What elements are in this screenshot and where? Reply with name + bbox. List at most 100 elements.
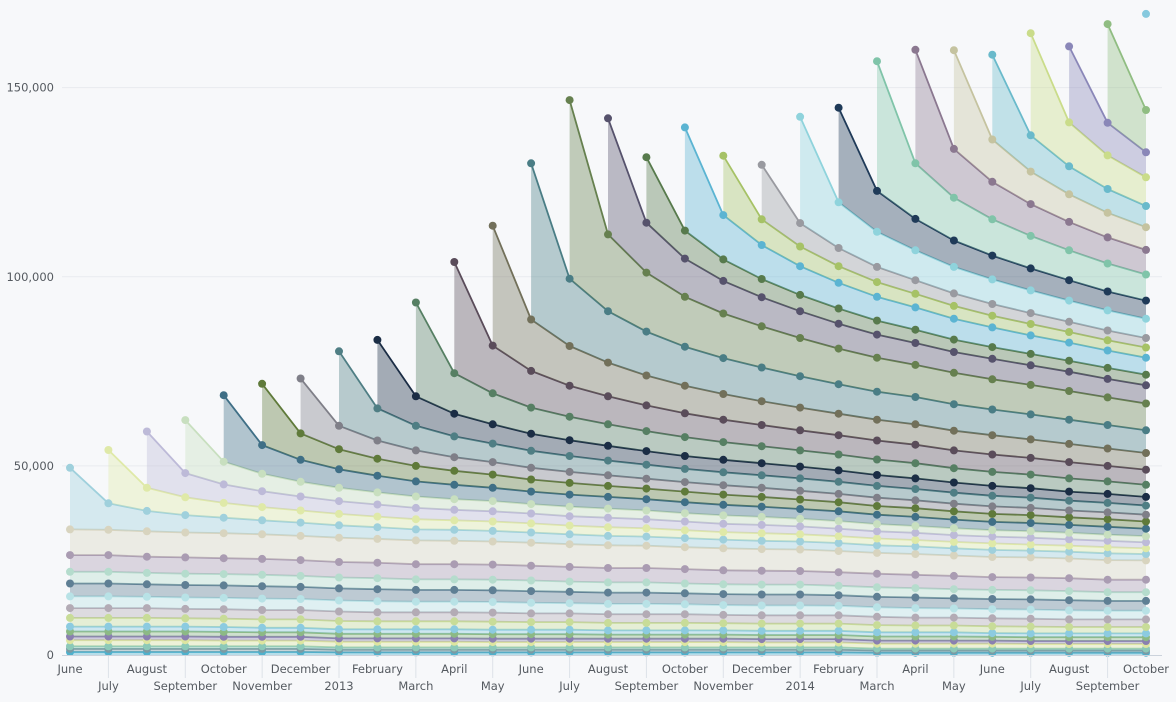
data-point[interactable]: [1142, 449, 1150, 457]
data-point[interactable]: [1103, 508, 1112, 517]
data-point[interactable]: [911, 246, 920, 255]
data-point[interactable]: [834, 244, 843, 252]
data-point[interactable]: [604, 481, 612, 490]
data-point[interactable]: [1026, 519, 1035, 527]
data-point[interactable]: [1065, 415, 1074, 424]
data-point[interactable]: [680, 342, 689, 351]
data-point[interactable]: [949, 488, 958, 497]
series-line[interactable]: [107, 449, 1147, 550]
data-point[interactable]: [719, 481, 728, 490]
data-point[interactable]: [411, 525, 420, 534]
data-point[interactable]: [604, 114, 612, 123]
data-point[interactable]: [680, 543, 689, 552]
data-point[interactable]: [565, 502, 574, 511]
data-point[interactable]: [527, 366, 536, 375]
data-point[interactable]: [1103, 259, 1112, 268]
data-point[interactable]: [834, 380, 843, 389]
data-point[interactable]: [335, 421, 343, 430]
data-point[interactable]: [757, 397, 766, 406]
data-point[interactable]: [104, 613, 113, 622]
data-point[interactable]: [834, 498, 843, 507]
data-point[interactable]: [104, 499, 113, 508]
data-point[interactable]: [565, 609, 574, 618]
data-point[interactable]: [488, 439, 497, 448]
data-point[interactable]: [1065, 629, 1074, 638]
data-point[interactable]: [796, 530, 805, 539]
data-point[interactable]: [873, 278, 881, 287]
data-point[interactable]: [911, 512, 920, 521]
data-point[interactable]: [104, 592, 113, 601]
data-point[interactable]: [680, 534, 689, 543]
data-point[interactable]: [719, 601, 728, 610]
data-point[interactable]: [642, 532, 651, 541]
data-point[interactable]: [873, 592, 881, 601]
data-point[interactable]: [911, 339, 920, 347]
data-point[interactable]: [988, 629, 997, 638]
data-point[interactable]: [1026, 629, 1035, 638]
data-point[interactable]: [796, 495, 805, 504]
data-point[interactable]: [1103, 629, 1112, 638]
data-point[interactable]: [719, 566, 728, 575]
data-point[interactable]: [911, 289, 920, 298]
data-point[interactable]: [1065, 317, 1074, 326]
data-point[interactable]: [181, 528, 190, 537]
data-point[interactable]: [1103, 374, 1112, 383]
data-point[interactable]: [219, 498, 228, 507]
data-point[interactable]: [873, 502, 881, 510]
data-point[interactable]: [757, 241, 766, 249]
data-point[interactable]: [181, 493, 190, 502]
data-point[interactable]: [988, 622, 997, 631]
data-point[interactable]: [565, 530, 574, 539]
data-point[interactable]: [258, 623, 267, 632]
data-point[interactable]: [988, 431, 997, 440]
data-point[interactable]: [488, 341, 497, 350]
data-point[interactable]: [335, 497, 343, 506]
data-point[interactable]: [796, 522, 805, 531]
data-point[interactable]: [450, 409, 459, 418]
data-point[interactable]: [1103, 336, 1112, 345]
data-point[interactable]: [142, 427, 151, 436]
data-point[interactable]: [911, 393, 920, 401]
data-point[interactable]: [642, 506, 651, 515]
data-point[interactable]: [988, 275, 997, 284]
data-point[interactable]: [642, 599, 651, 608]
data-point[interactable]: [373, 500, 382, 509]
data-point[interactable]: [373, 471, 382, 480]
series-line[interactable]: [338, 350, 1147, 507]
data-point[interactable]: [1103, 461, 1112, 470]
data-point[interactable]: [796, 611, 805, 620]
data-point[interactable]: [796, 262, 805, 271]
data-point[interactable]: [796, 580, 805, 589]
data-point[interactable]: [373, 335, 382, 344]
data-point[interactable]: [796, 426, 805, 435]
data-point[interactable]: [527, 576, 536, 585]
data-point[interactable]: [757, 590, 766, 599]
data-point[interactable]: [1142, 480, 1150, 489]
data-point[interactable]: [873, 603, 881, 612]
data-point[interactable]: [450, 585, 459, 594]
data-point[interactable]: [373, 436, 382, 445]
data-point[interactable]: [873, 262, 881, 271]
data-point[interactable]: [834, 319, 843, 328]
data-point[interactable]: [911, 303, 920, 312]
data-point[interactable]: [873, 510, 881, 519]
data-point[interactable]: [988, 311, 997, 320]
data-point[interactable]: [1103, 208, 1112, 217]
data-point[interactable]: [66, 463, 74, 472]
data-point[interactable]: [680, 579, 689, 588]
data-point[interactable]: [949, 571, 958, 580]
data-point[interactable]: [911, 536, 920, 544]
data-point[interactable]: [1026, 470, 1035, 479]
data-point[interactable]: [527, 315, 536, 324]
data-point[interactable]: [1142, 492, 1150, 501]
data-point[interactable]: [834, 489, 843, 498]
data-point[interactable]: [949, 400, 958, 409]
data-point[interactable]: [642, 327, 651, 336]
data-point[interactable]: [142, 568, 151, 577]
data-point[interactable]: [1026, 361, 1035, 370]
data-point[interactable]: [373, 585, 382, 594]
data-point[interactable]: [834, 262, 843, 271]
data-point[interactable]: [757, 545, 766, 554]
data-point[interactable]: [565, 618, 574, 627]
data-point[interactable]: [680, 517, 689, 526]
